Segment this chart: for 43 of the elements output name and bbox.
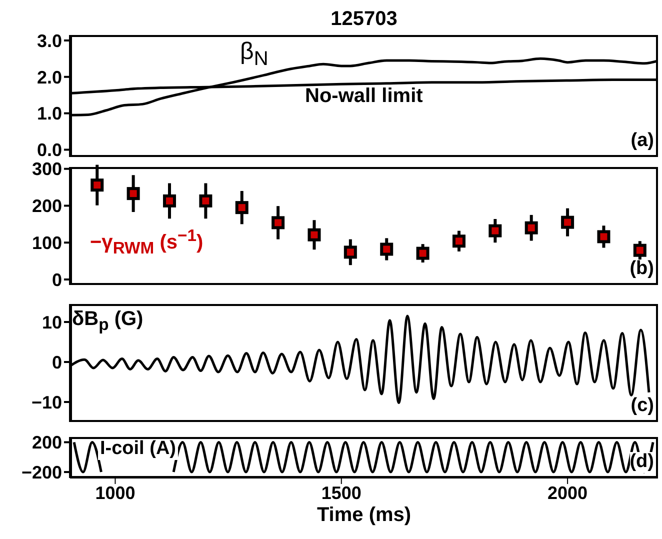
point: [452, 234, 466, 248]
x-tick-label: 2000: [548, 482, 588, 503]
x-tick-label: 1500: [321, 482, 362, 503]
point: [308, 228, 321, 242]
series-label: I-coil (A): [98, 438, 178, 460]
y-tick-label: 200: [32, 196, 62, 216]
point: [380, 242, 394, 256]
y-tick-label: 200: [32, 432, 62, 453]
y-tick-label: 100: [32, 232, 62, 253]
point: [488, 224, 502, 238]
y-tick-label: −200: [21, 462, 62, 482]
y-tick-label: 3.0: [36, 30, 62, 51]
point: [90, 178, 104, 192]
series-label: δB$_{p}$ (G): [72, 308, 144, 334]
point: [199, 194, 212, 208]
y-tick-label: 10: [42, 312, 62, 332]
point: [126, 187, 140, 200]
y-tick-label: 300: [32, 159, 62, 180]
x-tick-label: 1000: [95, 482, 136, 503]
annotation: (c): [630, 395, 654, 417]
point: [633, 244, 646, 257]
annotation: (a): [630, 130, 654, 152]
y-tick-label: 0.0: [36, 140, 62, 160]
series-label: −γ$_{RWM}$ (s$^{−1}$): [90, 226, 204, 258]
point: [344, 246, 357, 259]
y-tick-label: 0: [52, 352, 62, 372]
y-tick-label: 0: [52, 270, 62, 290]
annotation: (d): [630, 451, 654, 473]
point: [597, 230, 610, 244]
x-axis-title: Time (ms): [316, 504, 412, 527]
y-tick-label: 1.0: [36, 104, 62, 124]
series-label: No-wall limit: [305, 85, 423, 107]
y-tick-label: −10: [31, 392, 62, 412]
point: [235, 201, 248, 214]
point: [163, 194, 176, 208]
chart-title: 125703: [330, 8, 398, 31]
y-tick-label: 2.0: [36, 67, 62, 88]
point: [416, 246, 430, 260]
point: [524, 221, 538, 234]
point: [272, 216, 285, 230]
series-label: β$_{N}$: [240, 38, 268, 70]
annotation: (b): [630, 258, 654, 280]
point: [561, 216, 574, 229]
